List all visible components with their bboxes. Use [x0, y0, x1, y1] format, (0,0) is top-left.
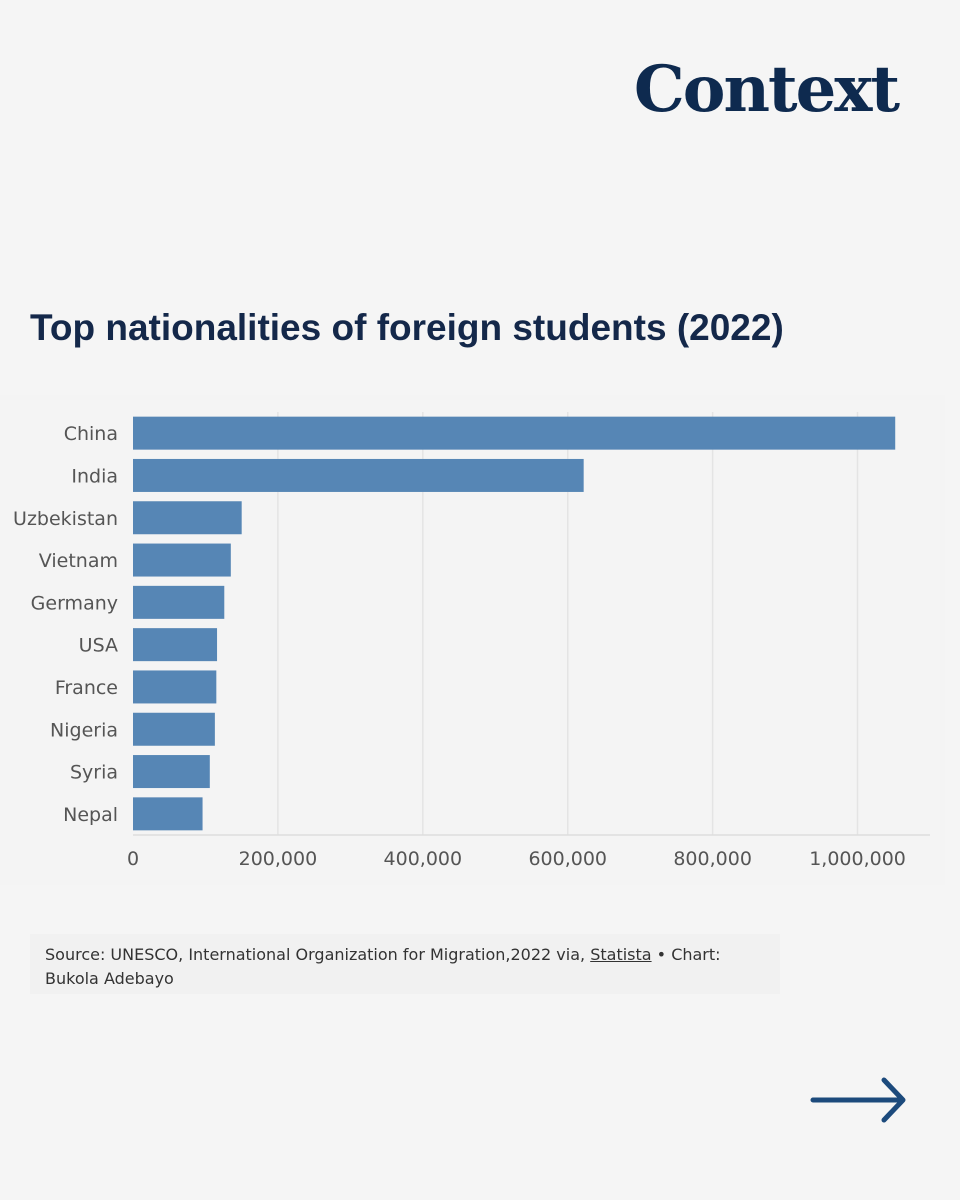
category-label: France	[55, 677, 118, 699]
x-axis-ticks: 0 200,000 400,000 600,000 800,000 1,000,000	[127, 848, 906, 870]
category-label: Germany	[31, 592, 118, 614]
bar-syria[interactable]	[133, 755, 210, 789]
source-note: Source: UNESCO, International Organizati…	[30, 934, 780, 994]
bar-chart: China India Uzbekistan Vietnam Germany USA Fra…	[13, 412, 930, 870]
x-tick-label: 0	[127, 848, 139, 870]
category-labels: China India Uzbekistan Vietnam Germany USA Fra…	[13, 423, 118, 826]
source-text: Source: UNESCO, International Organizati…	[45, 945, 591, 964]
category-label: China	[64, 423, 118, 445]
bar-india[interactable]	[133, 458, 584, 492]
category-label: USA	[79, 635, 118, 657]
bar-germany[interactable]	[133, 585, 225, 619]
context-logo: Context	[633, 52, 900, 127]
bars	[133, 416, 896, 831]
bar-nepal[interactable]	[133, 797, 203, 831]
statista-link[interactable]: Statista	[590, 945, 652, 964]
credit-text: • Chart: Bukola Adebayo	[45, 945, 721, 988]
bar-vietnam[interactable]	[133, 543, 231, 577]
bar-usa[interactable]	[133, 628, 218, 662]
arrow-right-icon	[810, 1077, 906, 1123]
next-button[interactable]	[810, 1072, 910, 1133]
category-label: Uzbekistan	[13, 508, 118, 530]
chart-panel: China India Uzbekistan Vietnam Germany USA Fra…	[0, 395, 945, 885]
category-label: Nigeria	[50, 719, 118, 741]
x-tick-label: 800,000	[673, 848, 752, 870]
category-label: India	[71, 465, 118, 487]
bar-nigeria[interactable]	[133, 712, 215, 746]
category-label: Syria	[70, 762, 118, 784]
category-label: Vietnam	[39, 550, 118, 572]
x-tick-label: 400,000	[384, 848, 463, 870]
chart-title: Top nationalities of foreign students (2…	[30, 307, 784, 348]
bar-france[interactable]	[133, 670, 217, 704]
category-label: Nepal	[63, 804, 118, 826]
bar-china[interactable]	[133, 416, 896, 450]
x-tick-label: 1,000,000	[809, 848, 906, 870]
x-tick-label: 600,000	[528, 848, 607, 870]
bar-uzbekistan[interactable]	[133, 501, 242, 535]
x-tick-label: 200,000	[239, 848, 318, 870]
